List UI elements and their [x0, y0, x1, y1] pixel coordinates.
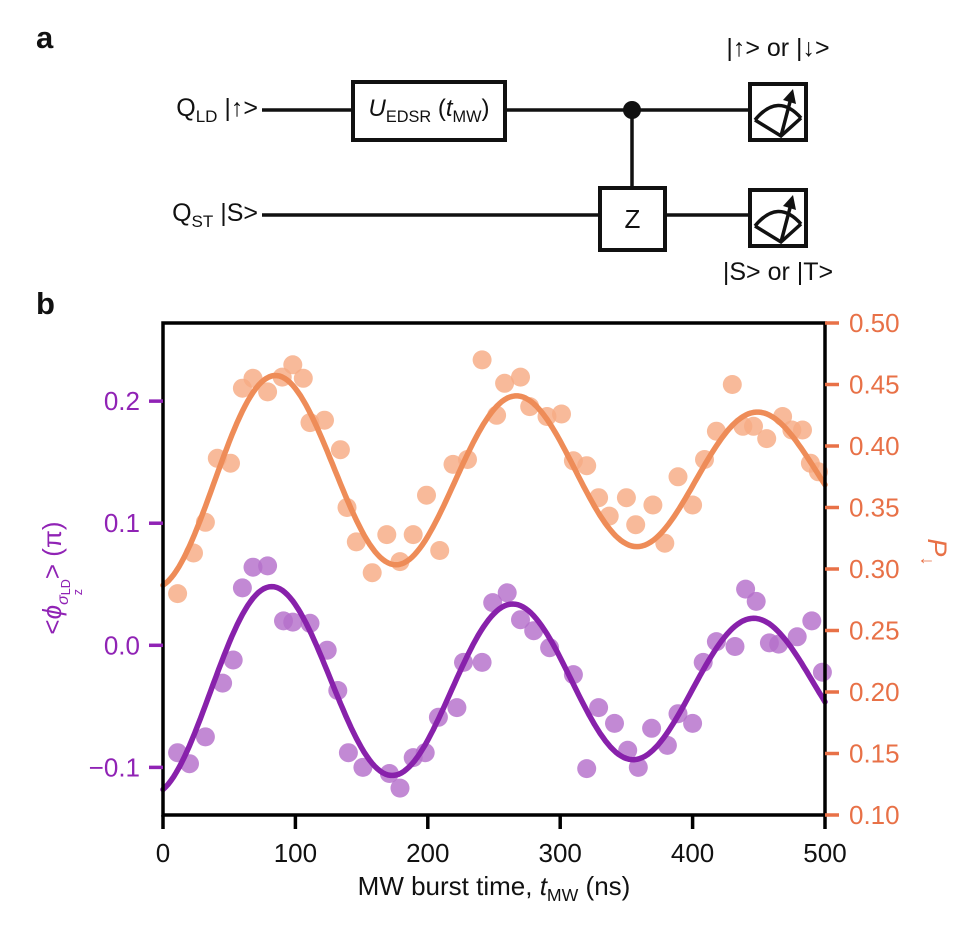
qubit-ld-label: QLD |↑> — [176, 94, 258, 126]
left-tick-label: 0.0 — [104, 630, 140, 660]
right-data-point — [744, 416, 763, 436]
right-data-point — [430, 541, 450, 560]
measurement-meter-icon — [748, 82, 808, 142]
left-data-point — [232, 578, 252, 598]
left-data-point — [243, 557, 263, 577]
left-data-point — [472, 652, 492, 672]
x-tick-label: 200 — [406, 838, 449, 868]
left-data-point — [283, 612, 303, 632]
right-data-point — [283, 355, 303, 375]
right-tick-label: 0.45 — [849, 370, 900, 400]
right-data-point — [626, 515, 646, 535]
left-data-point — [258, 556, 278, 576]
left-data-point — [605, 713, 624, 733]
left-tick-label: 0.2 — [104, 386, 140, 416]
cz-control-dot-icon — [623, 101, 641, 119]
right-data-point — [362, 563, 382, 583]
x-axis-label: MW burst time, tMW (ns) — [357, 871, 631, 906]
x-tick-label: 0 — [156, 838, 170, 868]
left-data-point — [736, 579, 756, 599]
right-data-point — [793, 420, 812, 440]
left-data-point — [642, 718, 662, 738]
right-data-point — [472, 350, 492, 370]
left-fit-curve — [160, 583, 828, 793]
right-tick-label: 0.15 — [849, 739, 900, 769]
right-data-point — [330, 440, 350, 460]
left-data-point — [812, 662, 832, 682]
right-data-point — [495, 373, 515, 393]
right-data-point — [668, 467, 688, 487]
right-data-point — [403, 525, 423, 545]
right-data-point — [643, 495, 663, 515]
right-data-point — [293, 368, 313, 388]
left-data-point — [746, 591, 766, 611]
panel-b-letter: b — [36, 286, 55, 321]
right-data-point — [168, 584, 188, 604]
u-gate-box — [351, 80, 507, 142]
right-data-point — [258, 382, 278, 402]
right-data-point — [655, 533, 675, 553]
right-data-point — [377, 525, 397, 545]
left-data-point — [787, 627, 807, 647]
left-data-point — [511, 610, 530, 630]
right-data-point — [683, 495, 703, 515]
measurement-meter-icon — [748, 188, 808, 248]
right-data-point — [346, 532, 366, 552]
x-tick-label: 500 — [803, 838, 846, 868]
left-data-point — [390, 778, 410, 798]
left-axis-label: <ϕσ LD z > (π) — [37, 521, 86, 635]
left-data-point — [447, 698, 467, 718]
z-gate-label: Z — [624, 203, 641, 234]
left-data-point — [577, 759, 597, 779]
left-data-point — [725, 637, 745, 656]
left-data-point — [353, 757, 373, 777]
right-tick-label: 0.40 — [849, 431, 900, 461]
left-data-point — [683, 713, 703, 733]
u-gate-label: UEDSR (tMW) — [368, 95, 490, 126]
left-data-point — [706, 632, 726, 652]
outcome-label-top: |↑> or |↓> — [726, 34, 830, 62]
left-data-point — [497, 583, 517, 603]
x-tick-label: 100 — [274, 838, 317, 868]
right-data-point — [511, 367, 530, 387]
right-tick-label: 0.20 — [849, 677, 900, 707]
right-tick-label: 0.35 — [849, 493, 900, 523]
left-data-point — [223, 650, 243, 670]
right-tick-label: 0.30 — [849, 554, 900, 584]
panel-a-letter: a — [36, 20, 54, 55]
left-data-point — [802, 611, 822, 631]
left-data-point — [628, 757, 648, 777]
left-tick-label: −0.1 — [89, 752, 140, 782]
right-fit-curve — [160, 372, 828, 588]
qubit-st-label: QST |S> — [172, 199, 258, 231]
right-data-point — [757, 429, 777, 449]
right-data-point — [616, 488, 636, 508]
z-gate-box — [598, 186, 667, 252]
circuit-diagram — [262, 80, 808, 252]
outcome-label-bottom: |S> or |T> — [722, 258, 834, 286]
right-data-point — [417, 485, 436, 505]
right-tick-label: 0.10 — [849, 800, 900, 830]
left-data-point — [195, 727, 215, 747]
right-data-point — [552, 404, 571, 424]
x-tick-label: 300 — [539, 838, 582, 868]
right-tick-label: 0.25 — [849, 616, 900, 646]
left-tick-label: 0.1 — [104, 508, 140, 538]
left-data-point — [338, 743, 358, 763]
right-axis-label: P↓ — [917, 538, 952, 566]
right-tick-label: 0.50 — [849, 308, 900, 338]
left-data-point — [589, 698, 609, 718]
right-data-point — [315, 410, 334, 430]
right-data-point — [722, 375, 742, 394]
x-tick-label: 400 — [671, 838, 714, 868]
right-data-point — [577, 456, 597, 476]
